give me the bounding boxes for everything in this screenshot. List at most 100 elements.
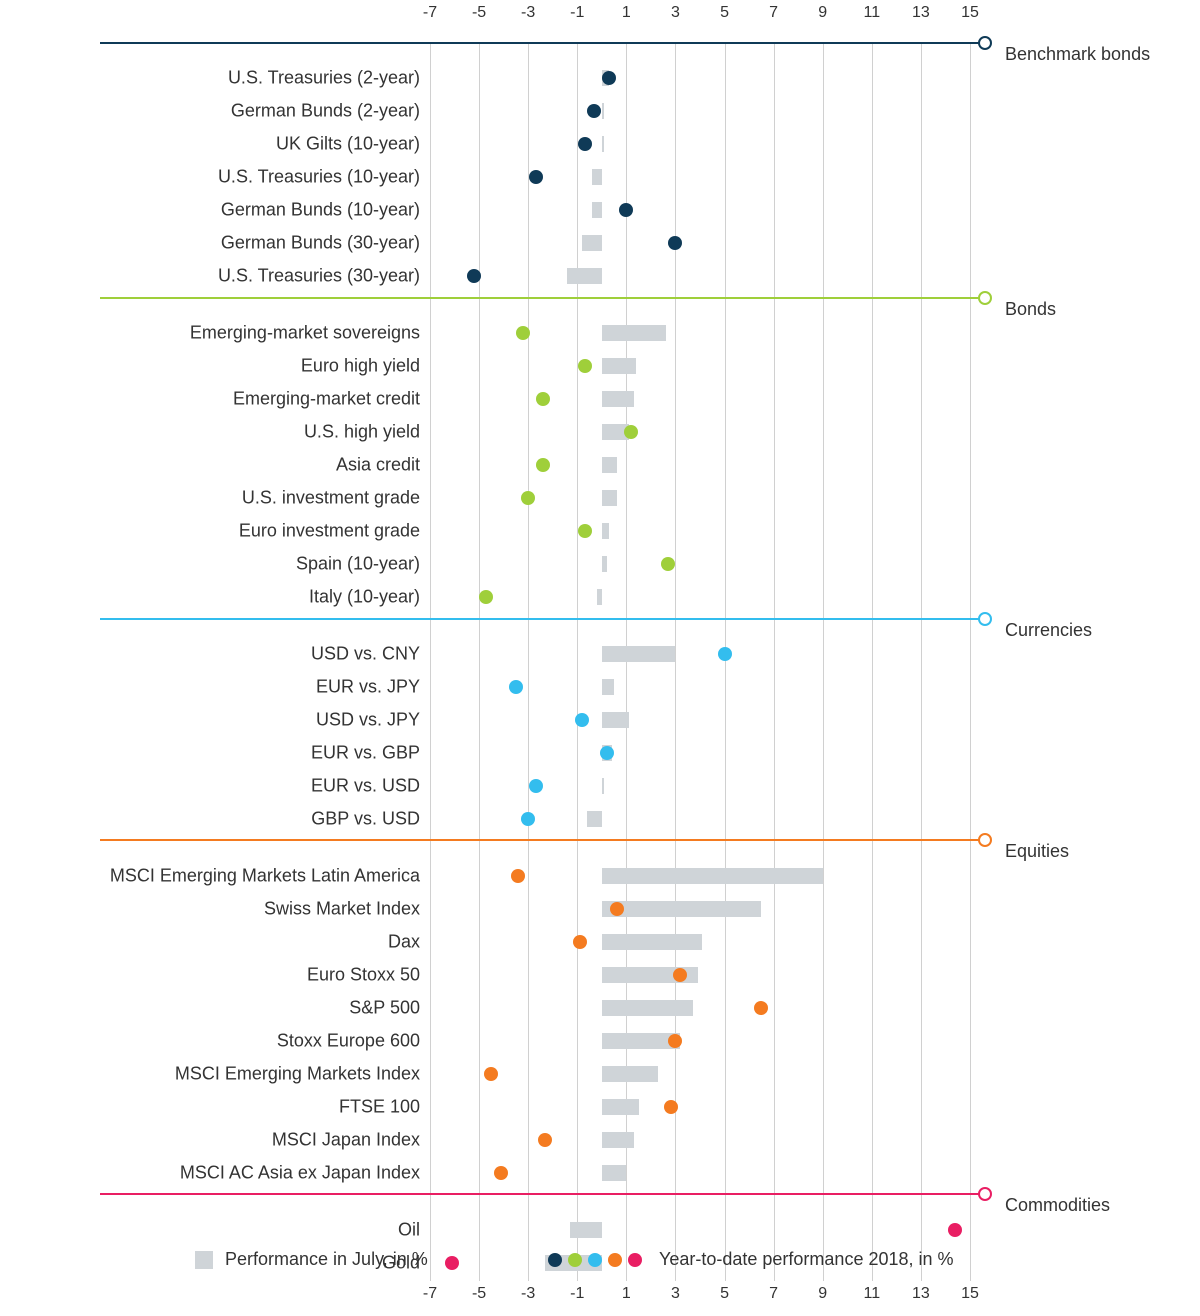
axis-tick-label: -1: [570, 4, 584, 22]
section-divider: [100, 839, 985, 841]
ytd-performance-dot: [511, 869, 525, 883]
row-label: Italy (10-year): [309, 587, 420, 608]
axis-tick-label: 11: [864, 4, 881, 22]
july-performance-bar: [602, 1099, 639, 1115]
legend-bar-swatch: [195, 1251, 213, 1269]
ytd-performance-dot: [529, 170, 543, 184]
ytd-performance-dot: [516, 326, 530, 340]
performance-chart: -7-5-3-113579111315-7-5-3-113579111315Be…: [0, 0, 1200, 1316]
section-ring-icon: [978, 833, 992, 847]
ytd-performance-dot: [484, 1067, 498, 1081]
ytd-performance-dot: [673, 968, 687, 982]
july-performance-bar: [602, 136, 604, 152]
ytd-performance-dot: [668, 236, 682, 250]
row-label: Spain (10-year): [296, 554, 420, 575]
grid-line: [675, 42, 676, 1281]
axis-tick-label: 9: [818, 4, 827, 22]
row-label: U.S. Treasuries (2-year): [228, 68, 420, 89]
row-label: German Bunds (10-year): [221, 200, 420, 221]
july-performance-bar: [602, 934, 703, 950]
section-ring-icon: [978, 1187, 992, 1201]
row-label: USD vs. JPY: [316, 709, 420, 730]
axis-tick-label: 15: [961, 4, 979, 22]
july-performance-bar: [597, 589, 602, 605]
july-performance-bar: [602, 490, 617, 506]
july-performance-bar: [602, 1165, 627, 1181]
row-label: MSCI Emerging Markets Index: [175, 1063, 420, 1084]
july-performance-bar: [570, 1222, 602, 1238]
ytd-performance-dot: [467, 269, 481, 283]
row-label: S&P 500: [349, 997, 420, 1018]
legend-dot-swatch: [588, 1253, 602, 1267]
ytd-performance-dot: [600, 746, 614, 760]
july-performance-bar: [592, 202, 602, 218]
july-performance-bar: [602, 646, 676, 662]
grid-line: [872, 42, 873, 1281]
row-label: Emerging-market sovereigns: [190, 323, 420, 344]
axis-tick-label: 13: [912, 1285, 930, 1303]
legend-dot-swatch: [628, 1253, 642, 1267]
axis-tick-label: 7: [769, 1285, 778, 1303]
legend-dots-label: Year-to-date performance 2018, in %: [659, 1249, 954, 1270]
row-label: Dax: [388, 931, 420, 952]
july-performance-bar: [602, 1132, 634, 1148]
row-label: EUR vs. USD: [311, 775, 420, 796]
ytd-performance-dot: [578, 524, 592, 538]
ytd-performance-dot: [664, 1100, 678, 1114]
row-label: German Bunds (2-year): [231, 101, 420, 122]
july-performance-bar: [567, 268, 601, 284]
section-title: Bonds: [1005, 299, 1056, 320]
grid-line: [921, 42, 922, 1281]
row-label: Euro investment grade: [239, 521, 420, 542]
row-label: Stoxx Europe 600: [277, 1030, 420, 1051]
july-performance-bar: [587, 811, 602, 827]
july-performance-bar: [602, 901, 762, 917]
section-title: Benchmark bonds: [1005, 44, 1150, 65]
july-performance-bar: [602, 712, 629, 728]
ytd-performance-dot: [536, 458, 550, 472]
ytd-performance-dot: [573, 935, 587, 949]
row-label: UK Gilts (10-year): [276, 134, 420, 155]
section-title: Equities: [1005, 841, 1069, 862]
axis-tick-label: 13: [912, 4, 930, 22]
ytd-performance-dot: [536, 392, 550, 406]
july-performance-bar: [602, 778, 604, 794]
ytd-performance-dot: [661, 557, 675, 571]
july-performance-bar: [602, 457, 617, 473]
legend-dot-swatch: [548, 1253, 562, 1267]
row-label: German Bunds (30-year): [221, 233, 420, 254]
ytd-performance-dot: [587, 104, 601, 118]
section-title: Currencies: [1005, 620, 1092, 641]
axis-tick-label: -3: [521, 4, 535, 22]
ytd-performance-dot: [602, 71, 616, 85]
ytd-performance-dot: [948, 1223, 962, 1237]
ytd-performance-dot: [619, 203, 633, 217]
axis-tick-label: 7: [769, 4, 778, 22]
july-performance-bar: [582, 235, 602, 251]
grid-line: [823, 42, 824, 1281]
row-label: MSCI Emerging Markets Latin America: [110, 865, 420, 886]
section-divider: [100, 618, 985, 620]
ytd-performance-dot: [494, 1166, 508, 1180]
grid-line: [774, 42, 775, 1281]
ytd-performance-dot: [521, 812, 535, 826]
axis-tick-label: 3: [671, 4, 680, 22]
axis-tick-label: -7: [423, 4, 437, 22]
legend-bar-label: Performance in July, in %: [225, 1249, 428, 1270]
row-label: USD vs. CNY: [311, 643, 420, 664]
axis-tick-label: 9: [818, 1285, 827, 1303]
july-performance-bar: [592, 169, 602, 185]
grid-line: [725, 42, 726, 1281]
ytd-performance-dot: [575, 713, 589, 727]
july-performance-bar: [602, 1000, 693, 1016]
row-label: Asia credit: [336, 455, 420, 476]
axis-tick-label: 15: [961, 1285, 979, 1303]
grid-line: [479, 42, 480, 1281]
ytd-performance-dot: [718, 647, 732, 661]
axis-tick-label: 5: [720, 1285, 729, 1303]
ytd-performance-dot: [668, 1034, 682, 1048]
row-label: U.S. Treasuries (10-year): [218, 167, 420, 188]
july-performance-bar: [602, 103, 604, 119]
grid-line: [970, 42, 971, 1281]
legend-dot-swatch: [568, 1253, 582, 1267]
